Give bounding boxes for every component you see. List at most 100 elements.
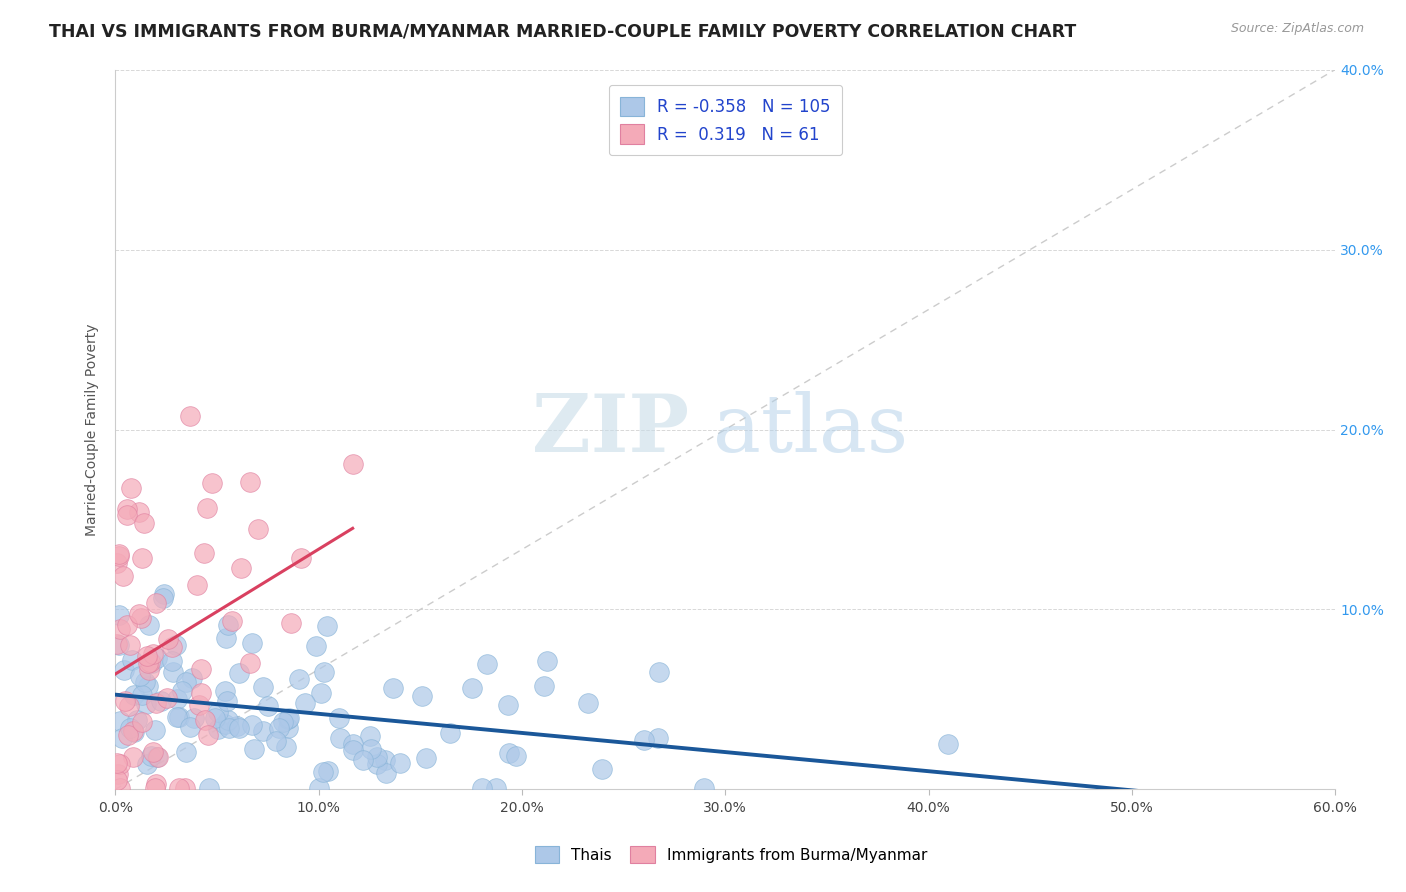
Point — [146, 650, 169, 665]
Point — [120, 638, 142, 652]
Point — [498, 746, 520, 760]
Point — [312, 765, 335, 780]
Point — [936, 737, 959, 751]
Point — [181, 671, 204, 685]
Point — [267, 721, 290, 735]
Point — [342, 457, 364, 471]
Point — [108, 547, 131, 561]
Point — [411, 689, 433, 703]
Point — [647, 731, 669, 745]
Point — [366, 756, 388, 771]
Point — [169, 710, 191, 724]
Text: atlas: atlas — [713, 391, 908, 468]
Point — [342, 737, 364, 751]
Point — [215, 632, 238, 646]
Point — [174, 745, 197, 759]
Point — [591, 762, 613, 776]
Point — [160, 654, 183, 668]
Point — [108, 714, 131, 728]
Point — [162, 665, 184, 679]
Point — [174, 780, 197, 795]
Point — [366, 750, 388, 764]
Point — [110, 622, 132, 636]
Point — [146, 750, 169, 764]
Point — [183, 711, 205, 725]
Point — [135, 697, 157, 711]
Point — [129, 669, 152, 683]
Point — [308, 780, 330, 795]
Point — [257, 698, 280, 713]
Point — [240, 718, 263, 732]
Legend: R = -0.358   N = 105, R =  0.319   N = 61: R = -0.358 N = 105, R = 0.319 N = 61 — [609, 85, 842, 155]
Point — [110, 757, 132, 772]
Point — [264, 734, 287, 748]
Point — [648, 665, 671, 680]
Point — [309, 686, 332, 700]
Point — [207, 722, 229, 736]
Point — [228, 721, 250, 735]
Point — [145, 777, 167, 791]
Point — [122, 723, 145, 738]
Point — [105, 556, 128, 570]
Point — [360, 741, 382, 756]
Point — [217, 713, 239, 727]
Point — [276, 740, 298, 755]
Point — [160, 640, 183, 654]
Point — [214, 717, 236, 731]
Point — [280, 615, 302, 630]
Point — [415, 751, 437, 765]
Point — [179, 720, 201, 734]
Point — [496, 698, 519, 712]
Point — [127, 714, 149, 728]
Point — [329, 731, 352, 745]
Point — [217, 617, 239, 632]
Point — [316, 764, 339, 779]
Point — [198, 780, 221, 795]
Point — [174, 675, 197, 690]
Point — [179, 409, 201, 423]
Point — [136, 679, 159, 693]
Point — [128, 505, 150, 519]
Point — [214, 684, 236, 698]
Point — [239, 475, 262, 490]
Point — [112, 663, 135, 677]
Point — [228, 665, 250, 680]
Point — [536, 655, 558, 669]
Point — [190, 685, 212, 699]
Point — [111, 731, 134, 745]
Point — [118, 721, 141, 735]
Text: THAI VS IMMIGRANTS FROM BURMA/MYANMAR MARRIED-COUPLE FAMILY POVERTY CORRELATION : THAI VS IMMIGRANTS FROM BURMA/MYANMAR MA… — [49, 22, 1077, 40]
Point — [166, 709, 188, 723]
Point — [374, 753, 396, 767]
Point — [118, 698, 141, 713]
Point — [143, 780, 166, 795]
Point — [134, 675, 156, 690]
Point — [225, 719, 247, 733]
Point — [277, 712, 299, 726]
Point — [131, 714, 153, 729]
Text: ZIP: ZIP — [531, 391, 689, 468]
Point — [359, 729, 381, 743]
Point — [136, 656, 159, 670]
Point — [186, 578, 208, 592]
Point — [693, 780, 716, 795]
Point — [156, 632, 179, 646]
Point — [204, 711, 226, 725]
Point — [352, 753, 374, 767]
Point — [201, 476, 224, 491]
Point — [152, 591, 174, 605]
Point — [105, 772, 128, 787]
Point — [138, 664, 160, 678]
Point — [246, 522, 269, 536]
Point — [112, 569, 135, 583]
Point — [197, 728, 219, 742]
Point — [633, 732, 655, 747]
Text: Source: ZipAtlas.com: Source: ZipAtlas.com — [1230, 22, 1364, 36]
Point — [139, 655, 162, 669]
Point — [170, 683, 193, 698]
Point — [342, 743, 364, 757]
Point — [221, 614, 243, 628]
Point — [115, 508, 138, 522]
Point — [110, 780, 132, 795]
Point — [166, 691, 188, 706]
